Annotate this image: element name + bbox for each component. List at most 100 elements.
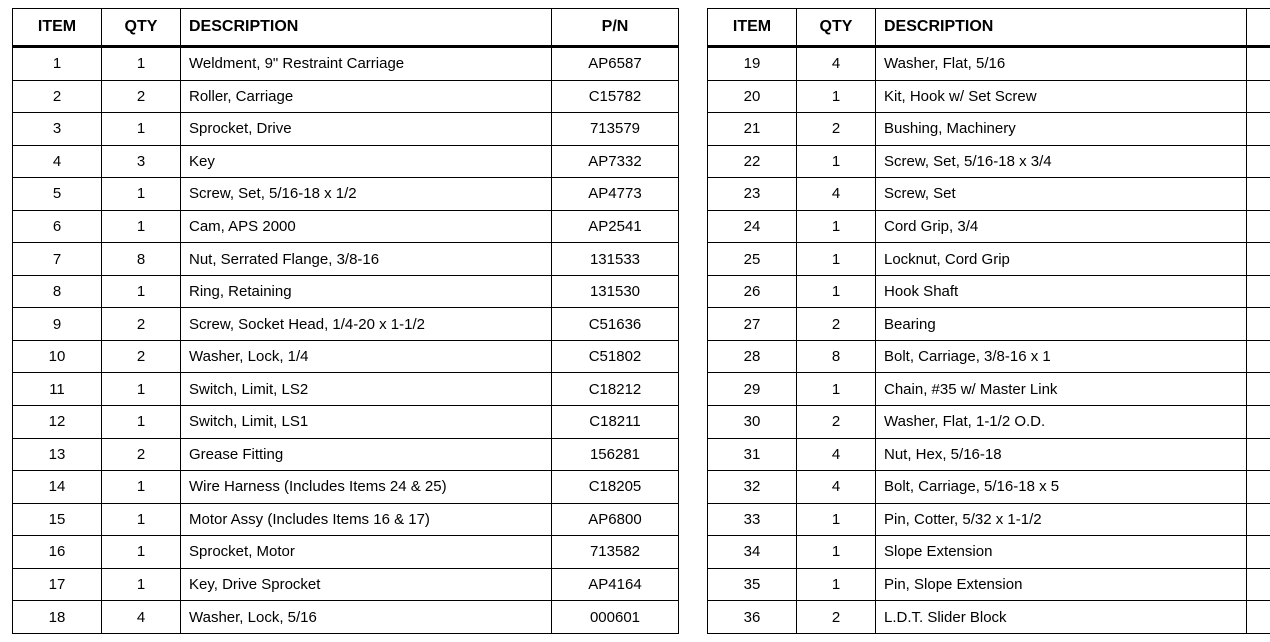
cell-qty: 1 [102, 406, 181, 439]
cell-desc: Bushing, Machinery [876, 113, 1247, 146]
cell-desc: Screw, Set, 5/16-18 x 1/2 [181, 178, 552, 211]
table-row: 324Bolt, Carriage, 5/16-18 x 5AP1536 [708, 471, 1270, 504]
cell-pn: C18211 [552, 406, 679, 439]
cell-desc: Sprocket, Drive [181, 113, 552, 146]
cell-qty: 1 [797, 275, 876, 308]
cell-pn: 156099 [1247, 275, 1270, 308]
cell-item: 15 [13, 503, 102, 536]
table-row: 314Nut, Hex, 5/16-18000303 [708, 438, 1270, 471]
cell-desc: Locknut, Cord Grip [876, 243, 1247, 276]
cell-qty: 3 [102, 145, 181, 178]
cell-qty: 1 [797, 503, 876, 536]
cell-pn: 156282 [1247, 178, 1270, 211]
cell-qty: 1 [102, 178, 181, 211]
cell-pn: C51802 [552, 340, 679, 373]
table-row: 102Washer, Lock, 1/4C51802 [13, 340, 679, 373]
table-row: 141Wire Harness (Includes Items 24 & 25)… [13, 471, 679, 504]
cell-desc: Roller, Carriage [181, 80, 552, 113]
cell-pn: 156281 [552, 438, 679, 471]
table-row: 78Nut, Serrated Flange, 3/8-16131533 [13, 243, 679, 276]
cell-pn: 000064 [1247, 406, 1270, 439]
cell-qty: 2 [102, 80, 181, 113]
cell-desc: Switch, Limit, LS2 [181, 373, 552, 406]
parts-table-right-body: 194Washer, Flat, 5/16000065201Kit, Hook … [708, 47, 1270, 634]
cell-item: 17 [13, 568, 102, 601]
cell-pn: AP4773 [552, 178, 679, 211]
cell-item: 14 [13, 471, 102, 504]
cell-pn: 000188 [1247, 113, 1270, 146]
cell-pn: 713582 [552, 536, 679, 569]
cell-qty: 1 [102, 503, 181, 536]
table-row: 261Hook Shaft156099 [708, 275, 1270, 308]
parts-table-left-body: 11Weldment, 9" Restraint CarriageAP65872… [13, 47, 679, 634]
table-row: 81Ring, Retaining131530 [13, 275, 679, 308]
table-row: 171Key, Drive SprocketAP4164 [13, 568, 679, 601]
cell-desc: Hook Shaft [876, 275, 1247, 308]
cell-desc: Chain, #35 w/ Master Link [876, 373, 1247, 406]
table-row: 43KeyAP7332 [13, 145, 679, 178]
cell-item: 18 [13, 601, 102, 634]
cell-qty: 1 [102, 373, 181, 406]
cell-item: 2 [13, 80, 102, 113]
table-row: 11Weldment, 9" Restraint CarriageAP6587 [13, 47, 679, 81]
cell-desc: Bearing [876, 308, 1247, 341]
cell-item: 22 [708, 145, 797, 178]
cell-pn: 131530 [552, 275, 679, 308]
cell-qty: 2 [797, 601, 876, 634]
cell-pn: AP6800 [552, 503, 679, 536]
cell-pn: 000065 [1247, 47, 1270, 81]
cell-item: 35 [708, 568, 797, 601]
cell-qty: 4 [797, 438, 876, 471]
header-item: ITEM [13, 9, 102, 47]
cell-item: 27 [708, 308, 797, 341]
cell-item: 34 [708, 536, 797, 569]
cell-pn: C105405 [1247, 568, 1270, 601]
cell-item: 7 [13, 243, 102, 276]
cell-item: 9 [13, 308, 102, 341]
table-header-row: ITEM QTY DESCRIPTION P/N [708, 9, 1270, 47]
cell-qty: 1 [797, 145, 876, 178]
cell-item: 28 [708, 340, 797, 373]
cell-pn: C51636 [552, 308, 679, 341]
cell-item: 1 [13, 47, 102, 81]
cell-qty: 2 [102, 308, 181, 341]
cell-qty: 4 [102, 601, 181, 634]
cell-pn: 061849 [1247, 210, 1270, 243]
cell-desc: Sprocket, Motor [181, 536, 552, 569]
cell-qty: 1 [797, 568, 876, 601]
header-item: ITEM [708, 9, 797, 47]
cell-pn: 131533 [552, 243, 679, 276]
cell-pn: 131534 [1247, 340, 1270, 373]
table-row: 288Bolt, Carriage, 3/8-16 x 1131534 [708, 340, 1270, 373]
table-row: 351Pin, Slope ExtensionC105405 [708, 568, 1270, 601]
cell-pn: AP5560 [1247, 80, 1270, 113]
cell-pn: AP2502 [1247, 373, 1270, 406]
cell-desc: Nut, Serrated Flange, 3/8-16 [181, 243, 552, 276]
table-row: 201Kit, Hook w/ Set ScrewAP5560 [708, 80, 1270, 113]
parts-table-left: ITEM QTY DESCRIPTION P/N 11Weldment, 9" … [12, 8, 679, 634]
table-row: 251Locknut, Cord GripAP7354 [708, 243, 1270, 276]
table-row: 161Sprocket, Motor713582 [13, 536, 679, 569]
table-row: 272Bearing091116 [708, 308, 1270, 341]
table-row: 184Washer, Lock, 5/16000601 [13, 601, 679, 634]
cell-pn: C18212 [552, 373, 679, 406]
cell-desc: Cam, APS 2000 [181, 210, 552, 243]
cell-qty: 4 [797, 47, 876, 81]
table-row: 194Washer, Flat, 5/16000065 [708, 47, 1270, 81]
cell-item: 19 [708, 47, 797, 81]
cell-item: 32 [708, 471, 797, 504]
table-row: 121Switch, Limit, LS1C18211 [13, 406, 679, 439]
cell-desc: Nut, Hex, 5/16-18 [876, 438, 1247, 471]
table-row: 362L.D.T. Slider BlockAP8744 [708, 601, 1270, 634]
cell-item: 3 [13, 113, 102, 146]
cell-desc: Motor Assy (Includes Items 16 & 17) [181, 503, 552, 536]
cell-desc: Kit, Hook w/ Set Screw [876, 80, 1247, 113]
cell-qty: 1 [102, 536, 181, 569]
table-row: 92Screw, Socket Head, 1/4-20 x 1-1/2C516… [13, 308, 679, 341]
cell-qty: 1 [102, 113, 181, 146]
cell-desc: Washer, Lock, 5/16 [181, 601, 552, 634]
cell-desc: Weldment, 9" Restraint Carriage [181, 47, 552, 81]
cell-desc: Pin, Cotter, 5/32 x 1-1/2 [876, 503, 1247, 536]
cell-qty: 1 [102, 568, 181, 601]
cell-desc: Screw, Set [876, 178, 1247, 211]
